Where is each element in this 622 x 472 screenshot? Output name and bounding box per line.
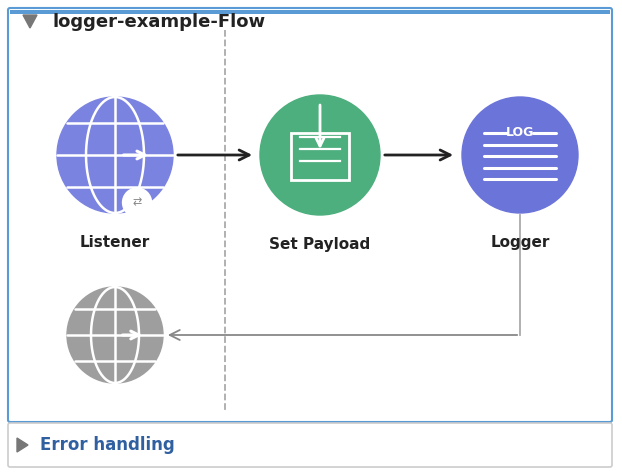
Circle shape bbox=[67, 287, 163, 383]
Text: Listener: Listener bbox=[80, 235, 150, 250]
FancyBboxPatch shape bbox=[8, 423, 612, 467]
Text: LOG: LOG bbox=[506, 126, 534, 139]
Circle shape bbox=[57, 97, 173, 213]
Text: ⇄: ⇄ bbox=[132, 198, 142, 208]
Circle shape bbox=[123, 188, 152, 217]
Text: Set Payload: Set Payload bbox=[269, 237, 371, 252]
FancyBboxPatch shape bbox=[10, 10, 610, 14]
Text: Error handling: Error handling bbox=[40, 436, 175, 454]
Circle shape bbox=[260, 95, 380, 215]
Circle shape bbox=[462, 97, 578, 213]
Polygon shape bbox=[17, 438, 28, 452]
FancyBboxPatch shape bbox=[8, 8, 612, 422]
Text: Logger: Logger bbox=[490, 235, 550, 250]
Text: logger-example-Flow: logger-example-Flow bbox=[52, 13, 265, 31]
Polygon shape bbox=[23, 15, 37, 28]
